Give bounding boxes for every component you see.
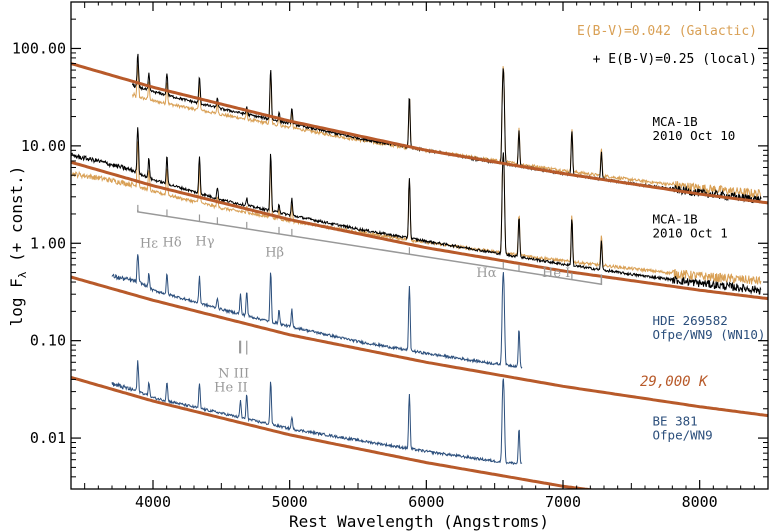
series-line-dereddened bbox=[71, 127, 762, 295]
line-id-label: Hε bbox=[140, 236, 158, 251]
series-line-spectrum bbox=[111, 254, 523, 369]
blackbody-curve bbox=[71, 275, 768, 418]
spectrum-name-label: MCA-1B bbox=[653, 211, 698, 226]
blackbody-curve bbox=[71, 62, 768, 205]
x-tick-label: 5000 bbox=[272, 493, 308, 511]
line-id-label: Hβ bbox=[265, 246, 284, 261]
x-tick-label: 6000 bbox=[408, 493, 444, 511]
y-tick-label: 0.10 bbox=[30, 332, 66, 350]
plot-frame bbox=[70, 1, 769, 490]
series-line-spectrum bbox=[111, 360, 523, 465]
y-tick-label: 10.00 bbox=[21, 137, 66, 155]
legend-local: + E(B-V)=0.25 (local) bbox=[593, 52, 757, 67]
spectrum-name-label: BE 381 bbox=[653, 413, 698, 428]
spectrum-name-label: HDE 269582 bbox=[653, 313, 728, 328]
line-id-label: Hγ bbox=[195, 234, 214, 249]
blackbody-curve bbox=[71, 160, 768, 301]
legend-galactic: E(B-V)=0.042 (Galactic) bbox=[577, 24, 757, 39]
spectrum-date-label: 2010 Oct 1 bbox=[653, 225, 728, 240]
x-tick-label: 4000 bbox=[135, 493, 171, 511]
clipped-plot-content bbox=[71, 53, 768, 489]
line-id-label: N III bbox=[218, 366, 249, 381]
line-id-label: He I bbox=[542, 266, 570, 281]
blackbody-temperature-label: 29,000 K bbox=[640, 374, 709, 390]
spectrum-date-label: Ofpe/WN9 (WN10) bbox=[653, 327, 766, 342]
blackbody-curve bbox=[71, 375, 596, 489]
spectrum-date-label: 2010 Oct 10 bbox=[653, 128, 736, 143]
x-axis-label: Rest Wavelength (Angstroms) bbox=[289, 512, 549, 531]
y-tick-label: 0.01 bbox=[30, 429, 66, 447]
axes: 4000 5000 6000 7000 8000 0.01 0.10 1.00 10.00 100… bbox=[12, 1, 769, 511]
line-id-label: Hα bbox=[476, 266, 496, 281]
y-tick-label: 1.00 bbox=[30, 234, 66, 252]
line-id-label: Hδ bbox=[163, 235, 182, 250]
y-axis-label: log Fλ (+ const.) bbox=[7, 166, 29, 327]
spectrum-date-label: Ofpe/WN9 bbox=[653, 427, 713, 442]
line-id-label: He II bbox=[214, 381, 247, 396]
spectrum-name-label: MCA-1B bbox=[653, 114, 698, 129]
series-line-galactic bbox=[71, 141, 762, 285]
y-tick-label: 100.00 bbox=[12, 39, 66, 57]
x-tick-label: 7000 bbox=[545, 493, 581, 511]
x-tick-label: 8000 bbox=[682, 493, 718, 511]
